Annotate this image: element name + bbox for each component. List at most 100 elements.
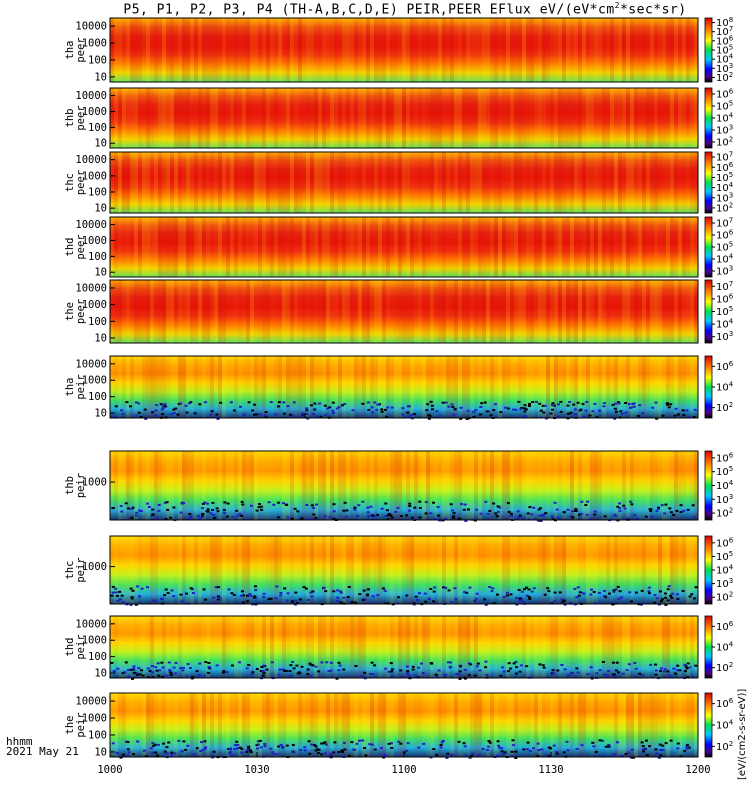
texture-column xyxy=(690,536,694,604)
xtick-label: 1030 xyxy=(244,764,269,776)
texture-column xyxy=(278,693,282,757)
noise-pixel xyxy=(261,670,265,672)
noise-pixel xyxy=(661,748,665,751)
noise-pixel xyxy=(439,746,443,749)
texture-column xyxy=(598,616,602,678)
texture-column xyxy=(510,88,514,148)
texture-column xyxy=(590,18,594,82)
texture-column xyxy=(490,693,494,757)
texture-column xyxy=(618,18,622,82)
texture-column xyxy=(254,451,258,520)
texture-column xyxy=(218,616,222,678)
noise-pixel xyxy=(195,670,199,673)
texture-column xyxy=(666,280,670,343)
noise-pixel xyxy=(396,506,400,509)
noise-pixel xyxy=(424,512,428,515)
texture-column xyxy=(538,616,542,678)
colorbar-tick-exponent: 6 xyxy=(729,229,734,237)
texture-column xyxy=(174,693,178,757)
noise-pixel xyxy=(442,586,445,589)
texture-column xyxy=(594,693,598,757)
texture-column xyxy=(150,693,154,757)
noise-pixel xyxy=(185,411,189,414)
probe-label: the xyxy=(64,302,76,321)
noise-pixel xyxy=(345,515,349,518)
noise-pixel xyxy=(451,509,455,512)
noise-pixel xyxy=(549,412,553,415)
noise-pixel xyxy=(565,740,569,743)
texture-column xyxy=(358,217,362,277)
texture-column xyxy=(438,88,442,148)
noise-pixel xyxy=(176,413,180,416)
noise-pixel xyxy=(253,595,257,598)
texture-column xyxy=(662,280,666,343)
noise-pixel xyxy=(509,593,513,596)
texture-column xyxy=(370,616,374,678)
texture-column xyxy=(178,451,182,520)
noise-pixel xyxy=(353,508,357,511)
texture-column xyxy=(194,280,198,343)
spectrogram-thd-peer xyxy=(110,217,698,277)
noise-pixel xyxy=(317,748,321,751)
texture-column xyxy=(206,356,210,418)
texture-column xyxy=(162,152,166,213)
noise-pixel xyxy=(339,591,343,594)
noise-pixel xyxy=(488,586,492,588)
texture-column xyxy=(318,280,322,343)
noise-pixel xyxy=(691,504,695,507)
texture-column xyxy=(542,280,546,343)
texture-column xyxy=(686,616,690,678)
texture-column xyxy=(126,217,130,277)
noise-pixel xyxy=(681,409,685,412)
texture-column xyxy=(646,616,650,678)
noise-pixel xyxy=(390,747,394,749)
texture-column xyxy=(486,18,490,82)
noise-pixel xyxy=(624,402,628,404)
noise-pixel xyxy=(282,502,285,505)
noise-pixel xyxy=(622,504,626,507)
texture-column xyxy=(498,451,502,520)
noise-pixel xyxy=(136,740,140,743)
texture-column xyxy=(282,280,286,343)
colorbar-tick-exponent: 3 xyxy=(729,62,733,70)
time-axis-label: hhmm xyxy=(6,735,33,748)
texture-column xyxy=(194,356,198,418)
noise-pixel xyxy=(661,414,665,417)
texture-column xyxy=(134,88,138,148)
noise-pixel xyxy=(517,400,521,403)
texture-column xyxy=(186,18,190,82)
texture-column xyxy=(294,451,298,520)
texture-column xyxy=(510,616,514,678)
texture-column xyxy=(346,356,350,418)
texture-column xyxy=(562,616,566,678)
noise-pixel xyxy=(236,747,239,750)
noise-pixel xyxy=(326,407,330,410)
noise-pixel xyxy=(664,503,668,506)
noise-pixel xyxy=(132,667,136,670)
texture-column xyxy=(534,18,538,82)
noise-pixel xyxy=(573,587,577,590)
noise-pixel xyxy=(254,589,258,592)
noise-pixel xyxy=(530,513,534,516)
texture-column xyxy=(590,451,594,520)
texture-column xyxy=(510,18,514,82)
noise-pixel xyxy=(620,412,624,415)
texture-column xyxy=(306,280,310,343)
texture-column xyxy=(494,152,498,213)
noise-pixel xyxy=(432,600,436,603)
noise-pixel xyxy=(432,748,436,751)
texture-column xyxy=(514,18,518,82)
noise-pixel xyxy=(528,597,532,600)
texture-column xyxy=(334,280,338,343)
colorbar-tick-base: 10 xyxy=(716,193,729,204)
texture-column xyxy=(138,356,142,418)
texture-column xyxy=(266,356,270,418)
texture-column xyxy=(166,152,170,213)
ytick-label: 1000 xyxy=(82,170,107,182)
texture-column xyxy=(122,88,126,148)
noise-pixel xyxy=(124,502,128,505)
noise-pixel xyxy=(383,754,387,757)
noise-pixel xyxy=(317,751,320,754)
texture-column xyxy=(430,18,434,82)
noise-pixel xyxy=(649,515,653,518)
